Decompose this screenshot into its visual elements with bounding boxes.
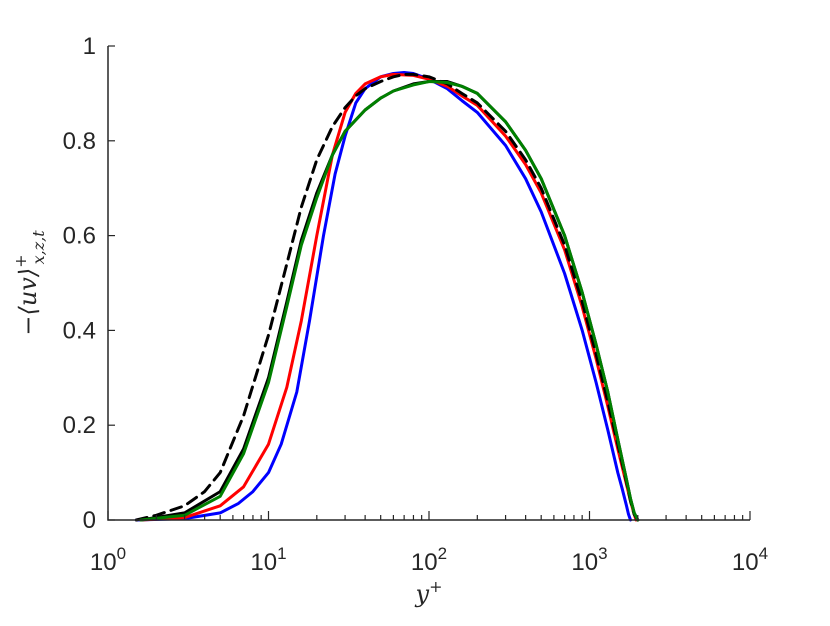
x-tick-label: 101 xyxy=(250,544,286,576)
x-tick-label-base: 10 xyxy=(732,549,759,576)
x-axis-label-base: y xyxy=(415,580,430,608)
x-tick-label-exp: 0 xyxy=(117,544,126,563)
series-line-2 xyxy=(139,72,638,522)
series-line-4 xyxy=(134,72,640,522)
y-axis-label-sup: + xyxy=(11,254,30,267)
y-tick-label: 0.8 xyxy=(63,128,96,155)
y-tick-label: 0 xyxy=(83,507,96,534)
axes xyxy=(107,46,750,521)
x-axis-label-sup: + xyxy=(429,577,442,596)
tick-marks xyxy=(107,45,751,521)
y-axis-label-base: −⟨uv⟩ xyxy=(14,268,42,336)
series-line-5 xyxy=(139,80,640,522)
y-tick-label: 0.4 xyxy=(63,317,96,344)
y-tick-label: 0.2 xyxy=(63,412,96,439)
y-tick-label: 0.6 xyxy=(63,223,96,250)
series-line-1 xyxy=(134,71,632,522)
x-tick-label: 102 xyxy=(411,544,447,576)
y-axis-label-sub: x,z,t xyxy=(29,230,48,265)
x-tick-label-base: 10 xyxy=(571,549,598,576)
y-tick-label: 1 xyxy=(83,33,96,60)
axis-frame xyxy=(107,46,750,521)
x-tick-label-exp: 2 xyxy=(438,544,447,563)
x-tick-label: 103 xyxy=(571,544,607,576)
series-line-3 xyxy=(139,80,640,522)
x-tick-label: 104 xyxy=(732,544,768,576)
x-axis-label: y+ xyxy=(415,577,443,608)
x-tick-label-exp: 4 xyxy=(759,544,768,563)
x-tick-label-base: 10 xyxy=(250,549,277,576)
x-tick-label-exp: 3 xyxy=(598,544,607,563)
x-tick-label-base: 10 xyxy=(411,549,438,576)
y-axis-label: −⟨uv⟩+x,z,t xyxy=(11,230,48,336)
x-tick-label-exp: 1 xyxy=(277,544,286,563)
x-tick-label-base: 10 xyxy=(90,549,117,576)
x-tick-label: 100 xyxy=(90,544,126,576)
series-layer xyxy=(134,71,640,522)
